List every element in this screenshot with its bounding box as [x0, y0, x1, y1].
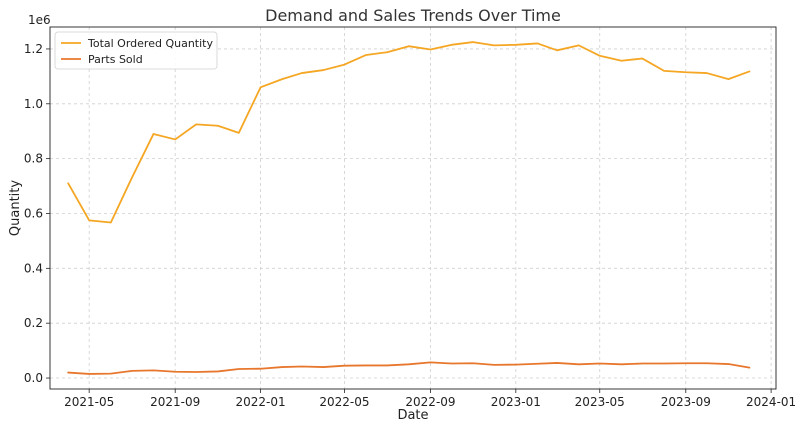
- y-tick-label: 0.2: [24, 316, 43, 330]
- x-axis-label: Date: [397, 408, 428, 423]
- x-tick-label: 2022-05: [319, 395, 369, 409]
- tick-layer: 2021-05 2021-09 2022-01 2022-05 2022-09 2023-…: [24, 42, 796, 409]
- legend-box: [54, 31, 218, 70]
- x-tick-label: 2023-09: [661, 395, 711, 409]
- legend-entry: Total Ordered Quantity: [87, 37, 213, 50]
- x-tick-label: 2023-05: [575, 395, 625, 409]
- x-tick-label: 2023-01: [491, 395, 541, 409]
- legend: Total Ordered Quantity Parts Sold: [54, 31, 218, 70]
- series-line-0: [67, 41, 751, 224]
- y-tick-label: 0.6: [24, 206, 43, 220]
- x-tick-label: 2024-01: [746, 395, 796, 409]
- chart-title: Demand and Sales Trends Over Time: [265, 6, 561, 25]
- series-line-1: [67, 361, 751, 375]
- y-tick-label: 1.0: [24, 97, 43, 111]
- y-axis-label: Quantity: [8, 180, 23, 236]
- y-tick-label: 1.2: [24, 42, 43, 56]
- plot-frame: [49, 26, 777, 390]
- x-tick-label: 2021-09: [150, 395, 200, 409]
- x-tick-label: 2022-01: [235, 395, 285, 409]
- y-tick-label: 0.4: [24, 261, 43, 275]
- x-tick-label: 2022-09: [405, 395, 455, 409]
- y-tick-label: 0.8: [24, 152, 43, 166]
- x-tick-label: 2021-05: [64, 395, 114, 409]
- legend-entry: Parts Sold: [88, 53, 143, 66]
- axes-layer: [49, 26, 777, 390]
- series-layer: [67, 41, 751, 375]
- y-scale-label: 1e6: [28, 13, 51, 27]
- y-tick-label: 0.0: [24, 371, 43, 385]
- grid-layer: [50, 27, 776, 389]
